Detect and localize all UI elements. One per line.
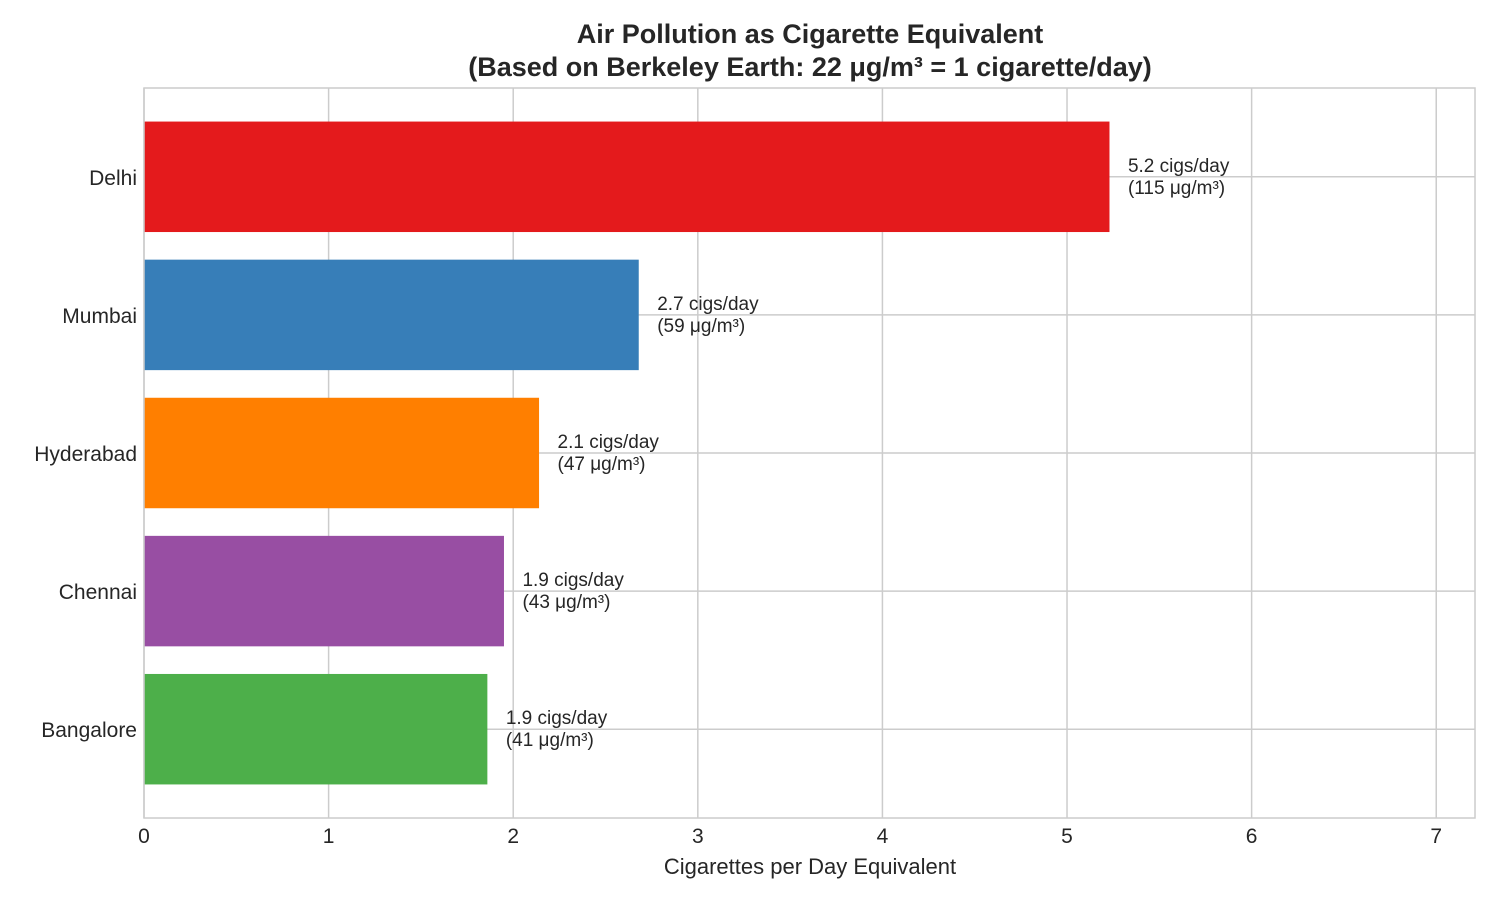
bar-bangalore xyxy=(144,673,488,785)
data-label: (115 μg/m³) xyxy=(1128,178,1225,199)
x-axis-label: Cigarettes per Day Equivalent xyxy=(664,854,956,879)
data-label: 2.1 cigs/day xyxy=(558,432,660,453)
x-tick-label: 6 xyxy=(1246,825,1258,848)
bar-chennai xyxy=(144,535,504,647)
data-label: (41 μg/m³) xyxy=(506,730,594,751)
x-tick-label: 1 xyxy=(323,825,335,848)
x-tick-label: 3 xyxy=(692,825,704,848)
bar-mumbai xyxy=(144,259,639,371)
y-tick-label: Bangalore xyxy=(41,719,137,742)
y-tick-label: Mumbai xyxy=(62,305,137,328)
data-label: 2.7 cigs/day xyxy=(657,294,759,315)
bar-hyderabad xyxy=(144,397,540,509)
y-tick-label: Hyderabad xyxy=(34,443,137,466)
x-tick-label: 0 xyxy=(138,825,150,848)
chart-subtitle: (Based on Berkeley Earth: 22 μg/m³ = 1 c… xyxy=(468,52,1152,82)
x-tick-label: 4 xyxy=(877,825,889,848)
x-tick-label: 2 xyxy=(507,825,519,848)
data-label: 1.9 cigs/day xyxy=(522,570,624,591)
data-label: (47 μg/m³) xyxy=(558,454,646,475)
plot-frame xyxy=(143,87,1476,819)
y-tick-label: Chennai xyxy=(59,581,137,604)
data-label: 1.9 cigs/day xyxy=(506,708,608,729)
y-tick-label: Delhi xyxy=(89,167,137,190)
x-tick-label: 7 xyxy=(1430,825,1442,848)
data-label: (43 μg/m³) xyxy=(522,592,610,613)
data-label: 5.2 cigs/day xyxy=(1128,156,1230,177)
data-label: (59 μg/m³) xyxy=(657,316,745,337)
x-tick-label: 5 xyxy=(1061,825,1073,848)
chart-title: Air Pollution as Cigarette Equivalent xyxy=(577,19,1044,49)
bar-delhi xyxy=(144,121,1110,233)
